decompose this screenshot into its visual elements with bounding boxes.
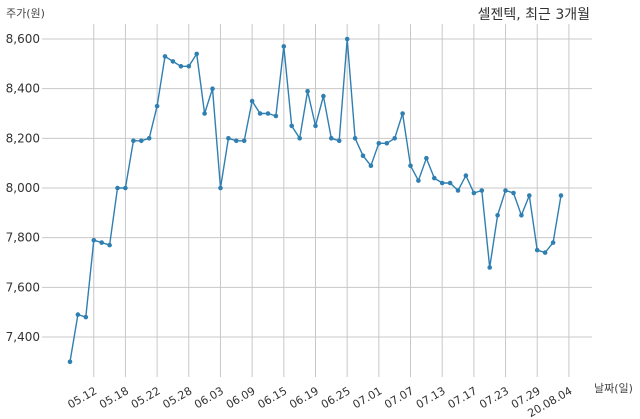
data-point [115, 185, 120, 191]
data-point [519, 213, 524, 218]
data-point [542, 250, 548, 255]
data-point [455, 188, 461, 193]
y-tick-label: 7,600 [6, 280, 40, 294]
data-point [249, 98, 255, 104]
data-point [495, 213, 500, 218]
data-point [344, 36, 350, 42]
x-tick-label: 06.19 [287, 384, 321, 411]
data-point [99, 240, 104, 245]
data-point [487, 265, 493, 270]
data-point [131, 138, 136, 144]
y-tick-label: 8,200 [6, 131, 40, 145]
data-point [297, 136, 303, 141]
y-tick-label: 8,000 [6, 181, 40, 195]
x-tick-label: 05.12 [65, 384, 99, 411]
x-tick-label: 06.15 [256, 384, 290, 411]
data-point [400, 111, 405, 116]
data-point [503, 188, 508, 193]
data-point [534, 247, 540, 253]
data-point [257, 111, 263, 116]
y-axis-label: 주가(원) [6, 7, 45, 20]
data-point [447, 180, 453, 186]
data-point [360, 153, 366, 158]
data-point [479, 188, 485, 193]
x-tick-label: 06.09 [224, 384, 258, 411]
x-tick-label: 07.17 [446, 384, 480, 411]
data-point [178, 64, 184, 69]
data-point [329, 136, 334, 141]
x-tick-label: 05.28 [161, 384, 195, 411]
x-tick-label: 07.07 [382, 384, 416, 411]
x-tick-label: 07.01 [351, 384, 385, 411]
data-point [352, 136, 358, 141]
chart-title: 셀젠텍, 최근 3개월 [478, 7, 590, 23]
data-point [75, 312, 81, 317]
data-point [550, 240, 556, 245]
y-tick-label: 8,400 [6, 82, 40, 96]
data-point [432, 175, 437, 181]
x-tick-label: 06.03 [192, 384, 226, 411]
x-tick-label: 05.22 [129, 384, 163, 411]
data-point [162, 54, 168, 59]
data-point [416, 178, 421, 183]
data-point [336, 138, 342, 144]
x-tick-label: 07.23 [477, 384, 511, 411]
x-axis-label: 날짜(일) [594, 381, 633, 395]
data-point [424, 155, 429, 161]
data-point [463, 173, 469, 178]
data-point [83, 314, 89, 320]
data-point [321, 93, 326, 99]
data-point [170, 59, 176, 64]
data-point [265, 111, 271, 116]
data-point [139, 138, 144, 144]
data-point [91, 237, 97, 243]
data-point [210, 86, 215, 91]
data-point [439, 180, 445, 186]
data-points [67, 36, 564, 365]
data-point [558, 193, 564, 198]
data-point [194, 51, 199, 57]
grid-lines [42, 24, 592, 377]
data-point [107, 242, 112, 248]
data-point [67, 359, 73, 365]
data-point [281, 44, 287, 49]
data-point [241, 138, 247, 144]
y-tick-label: 8,600 [6, 32, 40, 46]
y-tick-labels: 7,400 7,600 7,800 8,000 8,200 8,400 8,600 [6, 32, 40, 344]
data-point [273, 113, 279, 119]
data-point [471, 190, 477, 196]
data-point [186, 64, 192, 69]
data-point [408, 163, 413, 168]
data-point [376, 141, 382, 146]
data-point [202, 111, 207, 116]
data-point [234, 138, 239, 144]
data-point [146, 136, 152, 141]
data-point [392, 136, 398, 141]
data-point [527, 193, 532, 198]
data-point [313, 123, 318, 129]
x-tick-label: 07.13 [414, 384, 448, 411]
data-point [218, 185, 223, 191]
data-point [154, 103, 160, 109]
data-point [368, 163, 374, 168]
data-point [289, 123, 295, 129]
y-tick-label: 7,400 [6, 330, 40, 344]
data-point [226, 136, 231, 141]
data-point [123, 185, 128, 191]
x-tick-labels: 05.1205.1805.2205.2806.0306.0906.1506.19… [65, 384, 574, 419]
y-tick-label: 7,800 [6, 231, 40, 245]
data-point [305, 88, 310, 94]
data-point [384, 141, 390, 146]
data-point [511, 190, 516, 196]
x-tick-label: 06.25 [319, 384, 353, 411]
x-tick-label: 05.18 [97, 384, 131, 411]
